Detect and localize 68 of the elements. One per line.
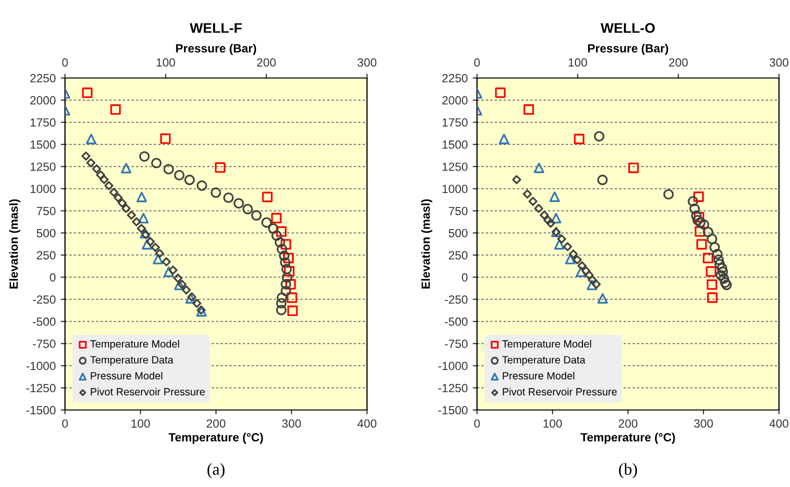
y-tick-label: 2000	[442, 96, 468, 105]
legend-label: Temperature Data	[502, 356, 586, 366]
y-tick-label: 2250	[442, 74, 468, 82]
y-tick-label: 2000	[30, 96, 56, 105]
y-tick-label: -250	[32, 295, 56, 304]
chart-title: WELL-F	[190, 23, 242, 33]
x-axis-title: Temperature (°C)	[168, 432, 263, 444]
y-tick-label: -750	[444, 340, 468, 348]
y-tick-label: 2250	[30, 74, 56, 82]
y-tick-label: -1000	[438, 362, 468, 370]
y-tick-label: 1750	[30, 118, 56, 127]
x2-axis-title: Pressure (Bar)	[176, 44, 256, 55]
y-tick-label: -250	[444, 295, 468, 304]
legend-label: Pressure Model	[90, 372, 162, 380]
y-tick-label: -500	[32, 318, 56, 326]
text: (b)	[619, 463, 637, 478]
x2-tick-label: 300	[770, 58, 788, 67]
y-tick-label: -1250	[26, 384, 56, 392]
y-axis-title: Elevation (masl)	[421, 199, 432, 288]
x2-tick-label: 0	[474, 58, 480, 67]
x-tick-label: 100	[132, 419, 150, 428]
x-tick-label: 0	[62, 419, 68, 428]
legend-label: Temperature Data	[90, 356, 174, 366]
x-tick-label: 100	[544, 419, 562, 428]
x2-tick-label: 100	[568, 58, 588, 67]
x2-axis-title: Pressure (Bar)	[588, 44, 668, 55]
x2-tick-label: 200	[257, 58, 276, 67]
text: (a)	[207, 463, 225, 478]
y-tick-label: -1000	[26, 362, 56, 370]
y-tick-label: -1500	[26, 406, 56, 414]
legend-label: Pivot Reservoir Pressure	[502, 388, 617, 396]
y-tick-label: -1500	[438, 406, 468, 414]
x-tick-label: 300	[282, 419, 301, 428]
y-tick-label: 1250	[442, 162, 468, 171]
y-tick-label: 1500	[442, 140, 468, 149]
y-tick-label: 750	[36, 206, 56, 216]
y-tick-label: 500	[36, 228, 56, 238]
y-tick-label: 250	[36, 251, 56, 260]
y-tick-label: -1250	[438, 384, 468, 392]
y-tick-label: 0	[462, 273, 468, 282]
x2-tick-label: 300	[358, 58, 376, 67]
x-tick-label: 0	[474, 419, 480, 428]
x2-tick-label: 0	[62, 58, 68, 67]
y-axis-title: Elevation (masl)	[9, 199, 20, 288]
x-tick-label: 200	[618, 419, 638, 428]
x-tick-label: 200	[206, 419, 226, 428]
legend-label: Pivot Reservoir Pressure	[90, 388, 205, 396]
legend-label: Temperature Model	[90, 340, 180, 350]
y-tick-label: 750	[448, 206, 468, 216]
y-tick-label: 250	[448, 251, 468, 260]
x2-tick-label: 200	[669, 58, 688, 67]
y-tick-label: 1500	[30, 140, 56, 149]
x-tick-label: 300	[694, 419, 713, 428]
legend-label: Pressure Model	[502, 372, 574, 380]
y-tick-label: 1000	[30, 184, 56, 194]
y-tick-label: 1750	[442, 118, 468, 127]
y-tick-label: 1250	[30, 162, 56, 171]
x-tick-label: 400	[769, 419, 788, 428]
x-tick-label: 400	[357, 419, 376, 428]
y-tick-label: -750	[32, 340, 56, 348]
y-tick-label: 1000	[442, 184, 468, 194]
y-tick-label: 0	[50, 273, 56, 282]
legend-label: Temperature Model	[502, 340, 592, 350]
chart-title: WELL-O	[600, 23, 655, 33]
x-axis-title: Temperature (°C)	[580, 432, 675, 444]
y-tick-label: -500	[444, 318, 468, 326]
y-tick-label: 500	[448, 228, 468, 238]
x2-tick-label: 100	[156, 58, 176, 67]
